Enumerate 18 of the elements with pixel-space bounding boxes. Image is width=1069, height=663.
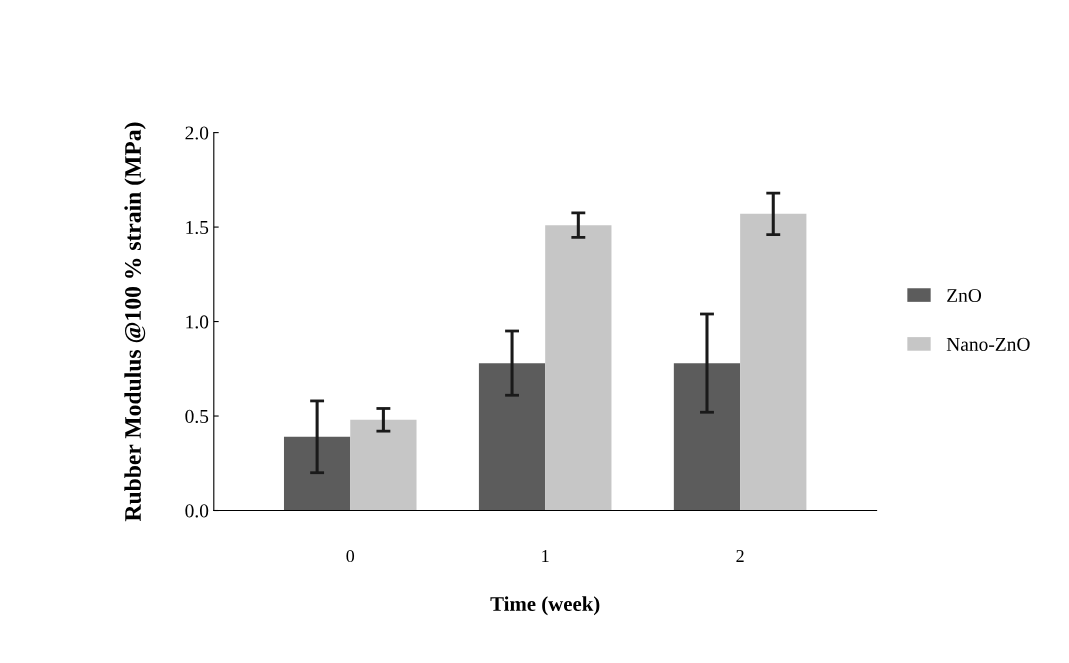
bar (740, 213, 807, 511)
x-axis-title: Time (week) (490, 596, 600, 616)
bar (283, 436, 351, 511)
x-tick-label: 0 (346, 549, 355, 563)
legend-label: Nano-ZnO (946, 337, 1030, 351)
y-tick-label: 1.5 (186, 220, 209, 235)
bar (350, 419, 417, 511)
x-tick-label: 2 (736, 549, 744, 562)
y-tick-label: 1.0 (186, 315, 209, 329)
bar (545, 225, 612, 511)
y-tick-label: 2.0 (185, 126, 209, 140)
y-tick-label: 0.5 (185, 409, 209, 424)
bar (478, 363, 546, 511)
y-axis-title: Rubber Modulus @100 % strain (MPa) (124, 122, 146, 522)
bar (673, 363, 741, 511)
y-tick-label: 0.0 (185, 504, 209, 518)
x-tick-label: 1 (542, 550, 549, 562)
legend-label: ZnO (947, 288, 982, 303)
